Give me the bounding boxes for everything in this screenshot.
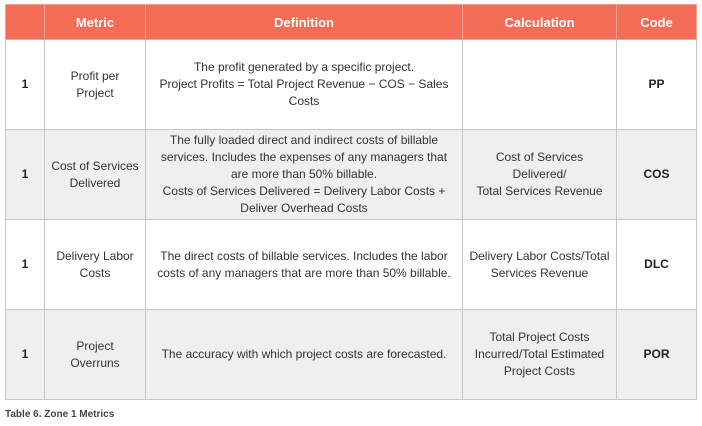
header-metric: Metric: [44, 4, 146, 40]
metric-cell: Project Overruns: [44, 309, 146, 400]
calculation-cell: Cost of Services Delivered/ Total Servic…: [462, 129, 617, 220]
definition-line: The fully loaded direct and indirect cos…: [169, 133, 439, 147]
definition-cell: The direct costs of billable services. I…: [145, 219, 463, 310]
row-number: 1: [5, 39, 45, 130]
calculation-line: Total Services Revenue: [476, 184, 603, 198]
header-number: [5, 4, 45, 40]
definition-line: The accuracy with which project costs ar…: [161, 347, 447, 361]
calculation-line: Total Project Costs: [489, 330, 590, 344]
table-row: 1 Project Overruns The accuracy with whi…: [5, 309, 697, 400]
row-number: 1: [5, 219, 45, 310]
metric-line: Cost of Services: [51, 158, 139, 173]
header-calculation: Calculation: [462, 4, 617, 40]
definition-line: services. Includes the expenses of any m…: [160, 150, 448, 164]
header-row: Metric Definition Calculation Code: [5, 4, 697, 40]
calculation-line: Delivery Labor Costs/Total: [469, 248, 610, 263]
table-row: 1 Profit per Project The profit generate…: [5, 39, 697, 130]
metric-line: Delivery Labor: [56, 248, 134, 263]
metric-cell: Profit per Project: [44, 39, 146, 130]
table-row: 1 Delivery Labor Costs The direct costs …: [5, 219, 697, 310]
definition-cell: The accuracy with which project costs ar…: [145, 309, 463, 400]
table-row: 1 Cost of Services Delivered The fully l…: [5, 129, 697, 220]
definition-line: costs of any managers that are more than…: [157, 265, 451, 280]
table-caption: Table 6. Zone 1 Metrics: [5, 409, 115, 420]
calculation-cell: Total Project Costs Incurred/Total Estim…: [462, 309, 617, 400]
metric-cell: Cost of Services Delivered: [44, 129, 146, 220]
row-number: 1: [5, 129, 45, 220]
header-code: Code: [616, 4, 697, 40]
metrics-table: Metric Definition Calculation Code 1 Pro…: [5, 4, 697, 400]
calculation-cell: [462, 39, 617, 130]
code-cell: PP: [616, 39, 697, 130]
definition-line: Deliver Overhead Costs: [240, 201, 368, 215]
definition-line: The direct costs of billable services. I…: [160, 248, 448, 263]
metric-cell: Delivery Labor Costs: [44, 219, 146, 310]
definition-line: Costs of Services Delivered = Delivery L…: [162, 184, 446, 198]
calculation-line: Cost of Services Delivered/: [495, 150, 584, 181]
header-definition: Definition: [145, 4, 463, 40]
calculation-line: Project Costs: [503, 364, 576, 378]
metric-line: Costs: [79, 265, 111, 280]
metric-line: Delivered: [69, 175, 121, 190]
code-cell: COS: [616, 129, 697, 220]
calculation-line: Incurred/Total Estimated: [474, 347, 605, 361]
definition-line: Project Profits = Total Project Revenue …: [159, 77, 449, 108]
calculation-cell: Delivery Labor Costs/Total Services Reve…: [462, 219, 617, 310]
code-cell: DLC: [616, 219, 697, 310]
definition-line: The profit generated by a specific proje…: [193, 60, 415, 74]
row-number: 1: [5, 309, 45, 400]
definition-line: are more than 50% billable.: [230, 167, 378, 181]
definition-cell: The profit generated by a specific proje…: [145, 39, 463, 130]
calculation-line: Services Revenue: [490, 265, 589, 280]
definition-cell: The fully loaded direct and indirect cos…: [145, 129, 463, 220]
code-cell: POR: [616, 309, 697, 400]
